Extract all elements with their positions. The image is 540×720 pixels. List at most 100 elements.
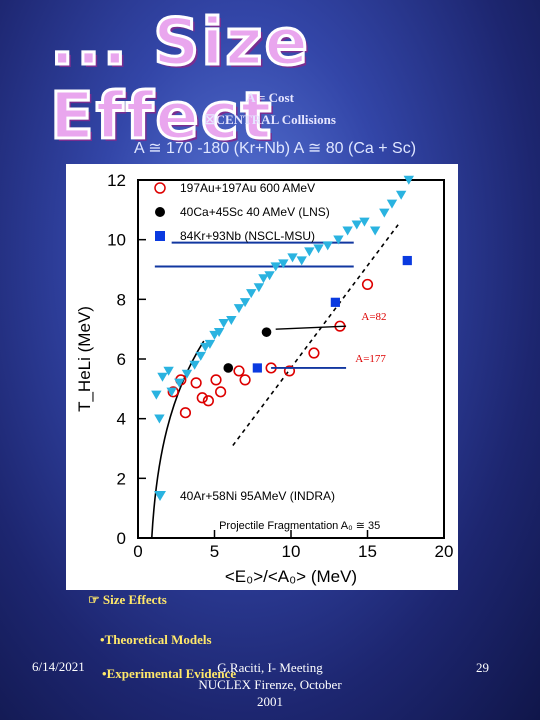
- y-tick-label: 0: [117, 529, 126, 548]
- data-point: [189, 360, 200, 370]
- slide-subtitle-a: A = Cost: [246, 90, 294, 105]
- x-tick-label: 0: [133, 542, 142, 561]
- data-point: [174, 378, 185, 388]
- bullet-dot-icon: •: [102, 666, 107, 681]
- data-point: [369, 226, 381, 236]
- comparison-line: A ≅ 170 -180 (Kr+Nb) A ≅ 80 (Ca + Sc): [133, 140, 417, 157]
- data-point: [379, 208, 390, 218]
- data-point: [258, 274, 269, 284]
- y-tick-label: 6: [117, 350, 126, 369]
- data-point: [278, 259, 289, 269]
- data-point: [342, 226, 353, 236]
- slide-title: ... Size Effect: [49, 5, 310, 156]
- data-point: [351, 220, 362, 230]
- data-point: [261, 327, 272, 337]
- data-point: [330, 297, 340, 307]
- legend-marker: [155, 231, 165, 241]
- data-point: [223, 363, 234, 373]
- x-tick-label: 15: [358, 542, 377, 561]
- legend-label: 40Ar+58Ni 95AMeV (INDRA): [180, 489, 335, 503]
- data-point: [154, 414, 165, 424]
- bullet-experimental-text: Experimental Evidence: [106, 666, 237, 681]
- legend-label: 84Kr+93Nb (NSCL-MSU): [180, 229, 315, 243]
- bullet-theoretical-models: •Theoretical Models: [100, 632, 212, 648]
- data-point: [361, 278, 374, 291]
- annotation-projectile: Projectile Fragmentation A₀ ≅ 35: [219, 520, 380, 532]
- data-point: [313, 244, 324, 254]
- data-point: [322, 241, 333, 251]
- dashed-guide: [232, 224, 399, 446]
- legend-marker: [155, 207, 165, 217]
- data-point: [283, 365, 296, 377]
- y-tick-label: 4: [117, 410, 126, 429]
- data-point: [287, 253, 298, 263]
- data-point: [359, 217, 370, 227]
- bullet-size-effects-text: Size Effects: [102, 592, 167, 607]
- data-point: [210, 374, 222, 386]
- bullet-hand-icon: ☞: [88, 592, 100, 607]
- footer-page-number: 29: [476, 660, 489, 675]
- data-point: [402, 255, 412, 266]
- data-point: [213, 327, 225, 337]
- y-tick-label: 12: [107, 171, 126, 190]
- data-point: [296, 256, 307, 266]
- x-tick-label: 20: [435, 542, 454, 561]
- data-point: [215, 386, 227, 398]
- data-point: [157, 372, 168, 382]
- data-point: [239, 374, 251, 386]
- data-point: [204, 339, 216, 349]
- data-point: [163, 366, 174, 376]
- chart-svg: 0 5 10 15 20 0 2 4 6 8 10 12 <E₀>/<A₀> (MeV) T_HeLi (…: [75, 171, 454, 586]
- data-point: [239, 298, 251, 308]
- bullet-checkbox-icon: ☒: [204, 112, 216, 127]
- data-point: [333, 235, 344, 245]
- bullet-experimental-evidence: •Experimental Evidence: [102, 666, 236, 682]
- bullet-dot-icon: •: [100, 632, 105, 647]
- data-point: [151, 390, 162, 400]
- footer-center-1: G.Raciti, I- Meeting: [217, 660, 323, 675]
- data-point: [218, 319, 229, 328]
- data-point: [181, 369, 193, 379]
- footer-center-2: NUCLEX Firenze, October: [198, 677, 342, 692]
- legend-marker: [154, 182, 166, 194]
- annotation-a177: A=177: [355, 353, 386, 365]
- y-axis-label: T_HeLi (MeV): [75, 306, 94, 412]
- footer-center-3: 2001: [257, 694, 283, 709]
- annotation-arrow: [275, 325, 347, 330]
- legend-marker: [154, 491, 166, 501]
- data-point: [270, 262, 281, 272]
- data-point: [202, 395, 214, 407]
- data-point: [190, 377, 202, 389]
- data-point: [233, 365, 245, 377]
- slide-subtitle-b-text: CENTRAL Collisions: [215, 112, 336, 127]
- data-point: [195, 351, 206, 361]
- annotation-a82: A=82: [361, 311, 386, 323]
- data-point: [246, 289, 257, 299]
- x-tick-label: 10: [282, 542, 301, 561]
- x-tick-label: 5: [210, 542, 219, 561]
- data-point: [167, 386, 179, 398]
- data-point: [386, 199, 398, 209]
- data-point: [304, 247, 315, 257]
- chart-panel: 0 5 10 15 20 0 2 4 6 8 10 12 <E₀>/<A₀> (MeV) T_HeLi (…: [66, 164, 458, 590]
- data-point: [233, 304, 245, 314]
- data-point: [308, 347, 320, 359]
- data-point: [226, 316, 237, 326]
- footer-date: 6/14/2021: [32, 659, 85, 674]
- fit-curve: [150, 340, 205, 539]
- data-point: [403, 175, 415, 185]
- data-point: [166, 387, 177, 397]
- legend-label: 40Ca+45Sc 40 AMeV (LNS): [180, 205, 330, 219]
- bullet-theoretical-text: Theoretical Models: [104, 632, 212, 647]
- data-point: [395, 190, 407, 200]
- y-tick-label: 2: [117, 469, 126, 488]
- data-point: [264, 271, 275, 281]
- legend-label: 197Au+197Au 600 AMeV: [180, 181, 315, 195]
- data-point: [252, 363, 262, 373]
- bullet-size-effects: ☞ Size Effects: [88, 592, 167, 608]
- y-tick-label: 10: [107, 231, 126, 250]
- data-point: [179, 407, 192, 419]
- slide-subtitle-b: ☒CENTRAL Collisions: [0, 112, 540, 128]
- data-point: [196, 392, 208, 404]
- data-point: [253, 283, 265, 293]
